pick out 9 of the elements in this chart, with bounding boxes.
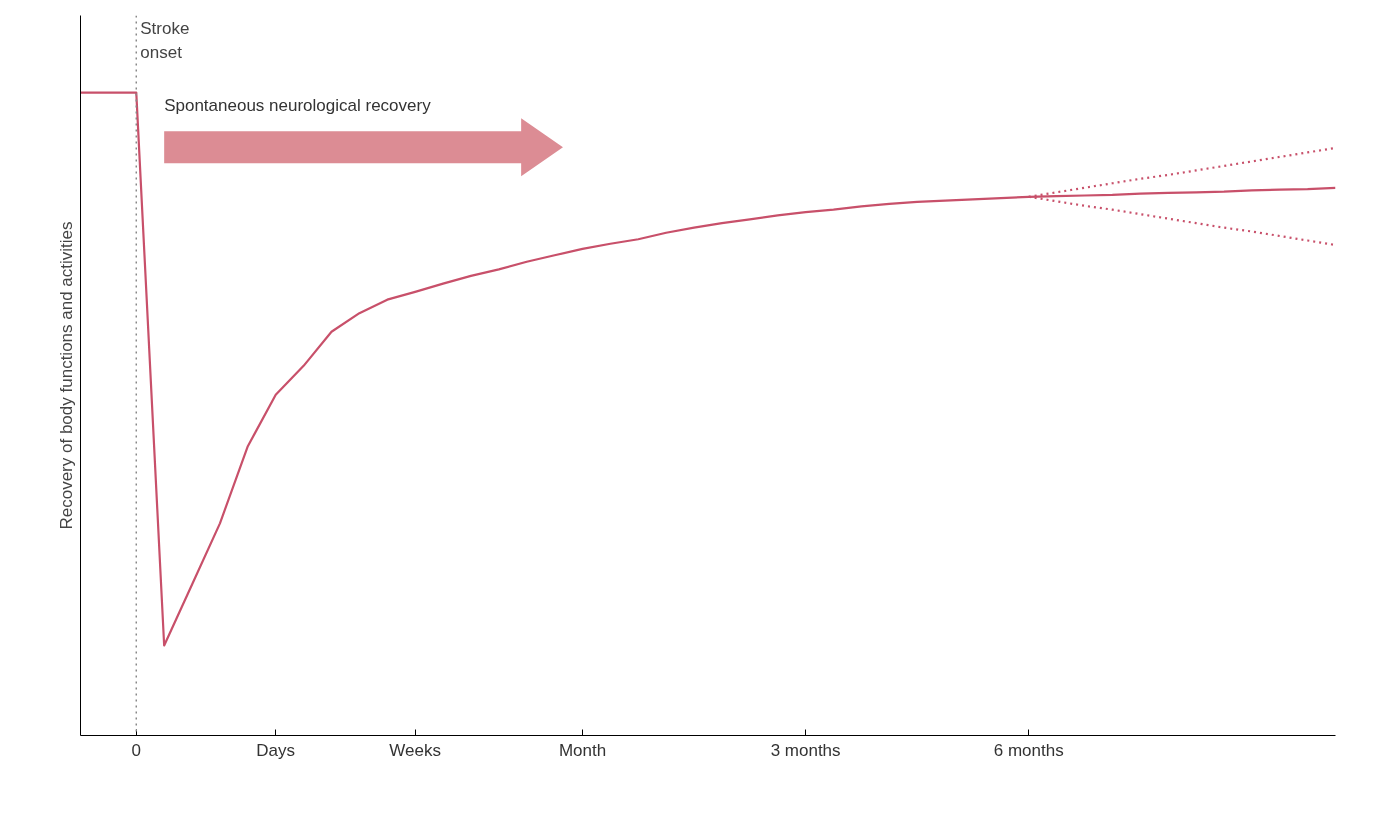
x-tick-label: 0 — [131, 740, 142, 760]
x-tick-label: Month — [558, 740, 607, 760]
x-tick-label: 3 months — [770, 740, 841, 760]
x-tick-label: 6 months — [993, 740, 1064, 760]
y-axis-title: Recovery of body functions and activities — [56, 221, 76, 530]
x-tick-label: Weeks — [389, 740, 441, 760]
x-tick-label: Days — [256, 740, 296, 760]
annotation: Spontaneous neurological recovery — [164, 96, 432, 116]
ref-line-label: Stroke onset — [140, 18, 190, 62]
